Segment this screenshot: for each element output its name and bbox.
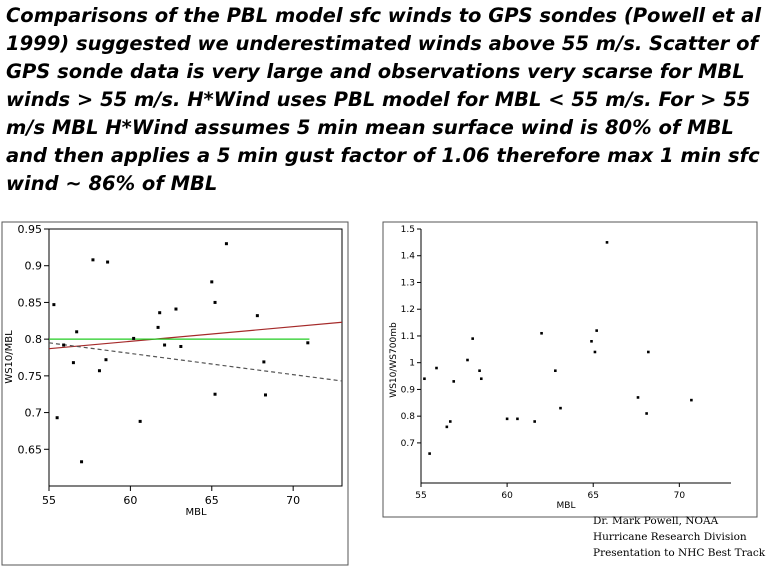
chart1-data-point — [52, 303, 56, 307]
chart2-y-tick-label: 1.2 — [401, 305, 415, 315]
chart2-data-point — [540, 331, 543, 335]
chart2-data-point — [471, 337, 474, 340]
chart1-dashed-line — [48, 342, 343, 382]
chart2-data-point — [423, 377, 426, 381]
chart2-x-tick-label: 60 — [501, 491, 513, 501]
chart1-data-point — [91, 258, 95, 262]
chart1-x-axis-label: MBL — [185, 507, 206, 518]
chart1-data-point — [138, 419, 142, 423]
chart2-y-tick-label: 1 — [409, 359, 415, 369]
chart1-y-tick-label: 0.8 — [25, 333, 43, 346]
chart1-fit-line — [48, 321, 343, 350]
chart1-y-axis-label: WS10/MBL — [4, 330, 15, 384]
chart1-data-point — [255, 314, 259, 318]
chart1-y-tick-label: 0.9 — [25, 260, 43, 273]
chart1-x-tick-label: 60 — [123, 494, 137, 507]
chart1-data-point — [224, 242, 228, 246]
chart1-data-point — [262, 360, 266, 364]
chart2-x-tick-label: 55 — [415, 491, 426, 501]
presenter-credits: Dr. Mark Powell, NOAA Hurricane Research… — [593, 513, 765, 561]
chart1-y-tick-label: 0.75 — [18, 370, 43, 383]
chart1-data-point — [306, 341, 310, 345]
chart2-data-point — [690, 398, 693, 402]
chart2-data-point — [590, 339, 593, 343]
chart2-y-tick-label: 1.4 — [401, 252, 416, 262]
chart1-data-point — [55, 416, 59, 420]
chart1-y-tick-label: 0.65 — [18, 443, 43, 456]
chart1-outer-frame — [1, 221, 349, 566]
chart1-data-point — [156, 325, 160, 329]
chart2-data-point — [593, 350, 597, 354]
chart2-data-point — [636, 396, 640, 399]
chart2-data-point — [647, 350, 650, 354]
chart1-data-point — [104, 358, 108, 362]
chart2-data-point — [533, 420, 536, 423]
chart1-x-tick-label: 70 — [286, 494, 300, 507]
chart1-data-point — [213, 300, 217, 304]
chart1-data-point — [163, 343, 167, 347]
chart1-data-point — [71, 361, 75, 365]
chart2-data-point — [445, 425, 449, 429]
chart2-data-point — [448, 420, 452, 423]
chart2-y-tick-label: 1.3 — [401, 278, 415, 288]
chart2-data-point — [516, 417, 519, 421]
chart1-data-point — [213, 392, 217, 396]
slide-heading: Comparisons of the PBL model sfc winds t… — [6, 4, 762, 195]
chart2-data-point — [479, 377, 483, 381]
chart2-y-axis-label: WS10/WS700mb — [389, 322, 399, 398]
chart1-data-point — [97, 369, 101, 373]
chart1-data-point — [62, 343, 66, 347]
chart2-outer-frame — [382, 221, 758, 518]
chart2-plot-area — [421, 229, 731, 483]
chart2-data-point — [554, 369, 557, 373]
chart1-data-point — [179, 344, 183, 348]
chart2-y-tick-label: 0.9 — [401, 385, 416, 395]
chart2-x-axis-label: MBL — [557, 501, 576, 511]
credit-line-division: Hurricane Research Division — [593, 531, 747, 543]
chart2-data-point — [466, 358, 469, 362]
chart2-data-point — [452, 380, 456, 383]
chart1-data-point — [174, 307, 178, 311]
chart1-data-point — [80, 460, 84, 464]
chart1-data-point — [158, 311, 162, 315]
chart2-data-point — [595, 329, 598, 332]
chart1-y-tick-label: 0.85 — [18, 296, 43, 309]
chart1-y-tick-label: 0.7 — [25, 407, 43, 420]
chart1-x-tick-label: 55 — [42, 494, 56, 507]
chart2-y-tick-label: 1.5 — [401, 225, 415, 235]
chart2-data-point — [605, 241, 609, 244]
chart1-data-point — [210, 280, 214, 284]
credit-line-name: Dr. Mark Powell, NOAA — [593, 515, 719, 527]
chart2-data-point — [428, 452, 431, 455]
chart2-y-tick-label: 0.7 — [401, 439, 415, 449]
credit-line-presentation: Presentation to NHC Best Track — [593, 547, 766, 559]
chart2-x-tick-label: 70 — [674, 491, 686, 501]
chart2-x-tick-label: 65 — [587, 491, 598, 501]
chart2-data-point — [478, 369, 481, 373]
chart2-y-tick-label: 0.8 — [401, 412, 416, 422]
chart1-data-point — [132, 336, 136, 340]
chart2-y-tick-label: 1.1 — [401, 332, 415, 342]
chart1-y-tick-label: 0.95 — [18, 223, 43, 236]
chart2-data-point — [645, 412, 648, 415]
chart1-data-point — [106, 260, 110, 264]
chart1-plot-area — [48, 228, 343, 487]
chart1-data-point — [263, 393, 267, 397]
chart2-data-point — [505, 417, 509, 421]
chart2-data-point — [435, 366, 438, 370]
chart2-data-point — [559, 406, 562, 410]
chart1-x-tick-label: 65 — [205, 494, 219, 507]
chart1-data-point — [75, 330, 79, 334]
